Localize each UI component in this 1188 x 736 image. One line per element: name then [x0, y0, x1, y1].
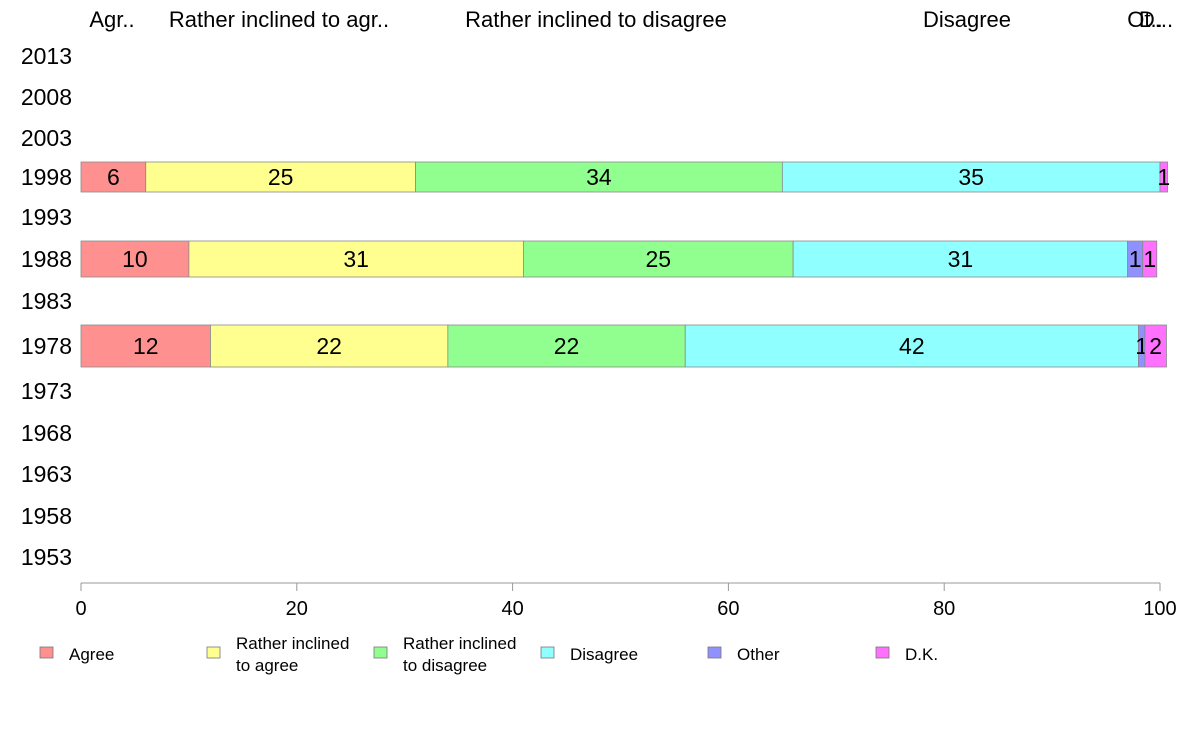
bar-segment	[684, 324, 1139, 368]
legend-swatch	[39, 646, 54, 659]
legend-label: Rather inclined to agree	[236, 634, 349, 675]
legend-label: Agree	[69, 645, 114, 664]
bar-data-label: 34	[586, 164, 612, 190]
y-tick-label: 1953	[21, 544, 72, 570]
legend-label: D.K.	[905, 645, 938, 664]
bar-segment	[80, 324, 211, 368]
bar-data-label: 31	[343, 246, 369, 272]
bar-data-label: 2	[1149, 333, 1162, 359]
top-label: Ot..	[1127, 7, 1162, 32]
y-tick-label: 2003	[21, 125, 72, 151]
top-label: Rather inclined to agr..	[169, 7, 389, 32]
bar-segment	[415, 161, 783, 193]
bar-data-label: 6	[107, 164, 120, 190]
legend-swatch	[540, 646, 555, 659]
top-category-labels: Agr.. Rather inclined to agr.. Rather incl…	[89, 7, 1173, 32]
bar-data-label: 22	[554, 333, 580, 359]
bar-data-label: 10	[122, 246, 148, 272]
bar-data-label: 1	[1143, 246, 1156, 272]
x-tick-label: 100	[1143, 598, 1176, 620]
y-tick-label: 1993	[21, 204, 72, 230]
bar-data-label: 35	[958, 164, 984, 190]
bar-data-label: 12	[133, 333, 159, 359]
bar-data-label: 25	[645, 246, 671, 272]
bars-layer: 6 25 34 35 110 31 25 31 1 112 22 22 42 1 2	[80, 161, 1170, 368]
legend-label: Rather inclined to disagree	[403, 634, 516, 675]
x-tick-label: 40	[501, 598, 523, 620]
bar-data-label: 31	[948, 246, 974, 272]
y-tick-label: 1958	[21, 503, 72, 529]
bar-segment	[792, 240, 1129, 278]
bar-segment	[80, 161, 147, 193]
x-tick-label: 60	[717, 598, 739, 620]
legend-label-line: Rather inclined	[236, 634, 349, 653]
bar-segment	[145, 161, 416, 193]
y-tick-label: 1998	[21, 164, 72, 190]
y-tick-label: 1968	[21, 420, 72, 446]
bar-data-label: 25	[268, 164, 294, 190]
top-label: D...	[1139, 7, 1173, 32]
bar-data-label: 1	[1157, 164, 1170, 190]
bar-segment	[188, 240, 524, 278]
y-tick-label: 1983	[21, 288, 72, 314]
y-tick-label: 1988	[21, 246, 72, 272]
bar-data-label: 42	[899, 333, 925, 359]
bar-segment	[1142, 240, 1158, 278]
legend-label-line: to agree	[236, 656, 298, 675]
legend-label: Other	[737, 645, 780, 664]
y-tick-label: 1978	[21, 333, 72, 359]
bar-data-label: 1	[1129, 246, 1142, 272]
legend-swatch	[875, 646, 890, 659]
legend-swatch	[373, 646, 388, 659]
bar-data-label: 22	[316, 333, 342, 359]
x-tick-label: 20	[286, 598, 308, 620]
x-tick-label: 80	[933, 598, 955, 620]
bar-segment	[1144, 324, 1167, 368]
top-label: Rather inclined to disagree	[465, 7, 727, 32]
top-label: Agr..	[89, 7, 134, 32]
x-axis: 0 20 40 60 80 100	[75, 582, 1177, 620]
y-tick-label: 2008	[21, 84, 72, 110]
y-axis-tick-labels: 2013 2008 2003 1998 1993 1988 1983 1978 1973 1968…	[21, 43, 72, 570]
legend-label-line: Rather inclined	[403, 634, 516, 653]
top-label: Disagree	[923, 7, 1011, 32]
bar-segment	[447, 324, 686, 368]
legend-label-line: to disagree	[403, 656, 487, 675]
legend-swatch	[707, 646, 722, 659]
y-tick-label: 2013	[21, 43, 72, 69]
legend-swatch	[206, 646, 221, 659]
legend-label: Disagree	[570, 645, 638, 664]
y-tick-label: 1963	[21, 461, 72, 487]
bar-segment	[80, 240, 190, 278]
x-tick-label: 0	[75, 598, 86, 620]
bar-segment	[210, 324, 449, 368]
y-tick-label: 1973	[21, 378, 72, 404]
bar-segment	[1159, 161, 1168, 193]
bar-segment	[781, 161, 1161, 193]
bar-segment	[522, 240, 794, 278]
